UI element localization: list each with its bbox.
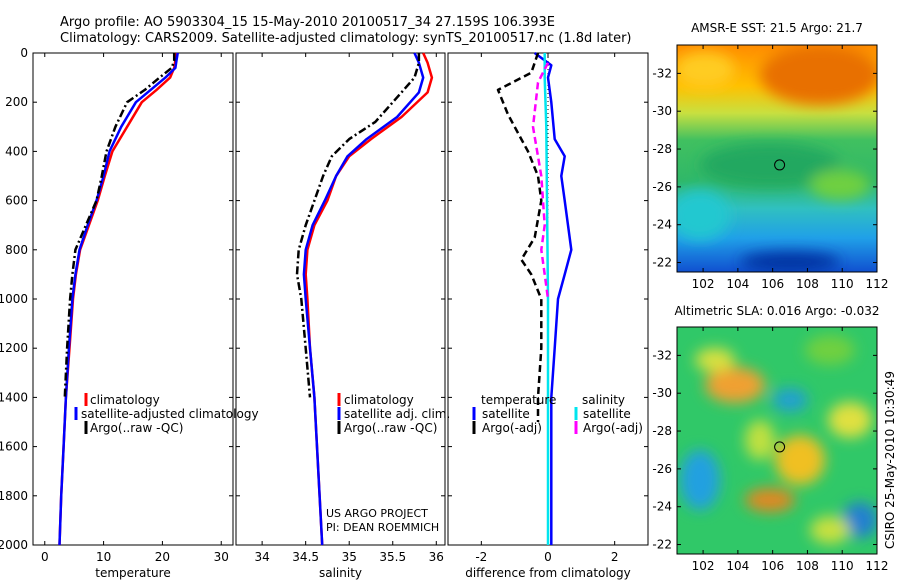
salinity-panel: 34 34.5 35 35.5 36 salinity — [235, 52, 446, 580]
y-tick-label: -22 — [652, 256, 672, 270]
x-tick-label: 108 — [796, 559, 819, 573]
argo-location-marker — [774, 159, 786, 171]
legend-label-climatology: climatology — [344, 393, 414, 407]
y-tick-label: -24 — [652, 500, 672, 514]
x-tick-label: 104 — [726, 277, 749, 291]
y-tick-label: -26 — [652, 180, 672, 194]
legend-label-argo: Argo(..raw -QC) — [90, 421, 183, 435]
x-axis-label: difference from climatology — [465, 566, 631, 580]
plot-frame — [676, 326, 878, 555]
x-tick-label: 34.5 — [292, 550, 319, 564]
y-tick-label: -26 — [652, 462, 672, 476]
x-tick-label: 112 — [866, 559, 889, 573]
x-tick-label: 102 — [692, 559, 715, 573]
x-tick-label: 106 — [761, 559, 784, 573]
y-tick-label: -30 — [652, 104, 672, 118]
series-line-satellite-adj-clim — [302, 52, 425, 546]
y-tick-label: -32 — [652, 66, 672, 80]
series-line-salinity-argo-adj — [531, 62, 550, 300]
x-tick-label: 36 — [429, 550, 444, 564]
x-axis-label: salinity — [319, 566, 362, 580]
y-tick-label: -22 — [652, 538, 672, 552]
temperature-panel: 0 10 20 30 0 200 400 600 800 1000 1200 1400 1600 1800… — [0, 46, 234, 580]
series-line-temperature-argo-adj — [496, 52, 543, 422]
x-tick-label: 0 — [41, 550, 49, 564]
sla-map-title: Altimetric SLA: 0.016 Argo: -0.032 — [674, 304, 879, 318]
y-tick-label: -24 — [652, 218, 672, 232]
sst-map — [677, 45, 877, 272]
y-tick-label: 0 — [20, 46, 28, 60]
credit-line1: US ARGO PROJECT — [326, 507, 428, 520]
credit-line2: PI: DEAN ROEMMICH — [326, 521, 439, 534]
legend-label-argo: Argo(..raw -QC) — [344, 421, 437, 435]
sst-map-frame: 102 104 106 108 110 112 -22 -24 -26 -28 -30 -32 — [652, 44, 889, 291]
x-tick-label: 110 — [831, 559, 854, 573]
y-tick-label: 1000 — [0, 292, 28, 306]
y-tick-label: 600 — [5, 194, 28, 208]
y-tick-label: 1600 — [0, 440, 28, 454]
x-tick-label: 104 — [726, 559, 749, 573]
salinity-legend: climatology satellite adj. clim. Argo(..… — [337, 393, 450, 435]
y-tick-label: -28 — [652, 142, 672, 156]
x-tick-label: 10 — [96, 550, 111, 564]
x-axis-label: temperature — [95, 566, 170, 580]
x-tick-label: 110 — [831, 277, 854, 291]
series-line-salinity-satellite — [543, 53, 550, 545]
legend-label-temp-argo: Argo(-adj) — [482, 421, 542, 435]
sla-map — [677, 327, 877, 554]
legend-label-satellite: satellite-adjusted climatology — [81, 407, 259, 421]
plot-frame — [235, 52, 446, 546]
y-tick-label: 200 — [5, 95, 28, 109]
series-line-argo-raw-qc — [295, 53, 421, 398]
legend-label-sal-argo: Argo(-adj) — [583, 421, 643, 435]
sst-map-title: AMSR-E SST: 21.5 Argo: 21.7 — [691, 21, 863, 35]
series-line-argo-raw-qc — [63, 53, 176, 398]
x-tick-label: 0 — [544, 550, 552, 564]
x-tick-label: 112 — [866, 277, 889, 291]
legend-label-satellite: satellite adj. clim. — [344, 407, 450, 421]
legend-label-sal-satellite: satellite — [583, 407, 631, 421]
plot-frame — [676, 44, 878, 273]
legend-title-salinity: salinity — [582, 393, 625, 407]
legend-title-temperature: temperature — [481, 393, 556, 407]
legend-label-climatology: climatology — [90, 393, 160, 407]
x-tick-label: 20 — [155, 550, 170, 564]
figure-title-line2: Climatology: CARS2009. Satellite-adjuste… — [60, 31, 632, 46]
y-tick-label: 1400 — [0, 390, 28, 404]
sla-map-frame: 102 104 106 108 110 112 -22 -24 -26 -28 -30 -32 — [652, 326, 889, 573]
y-tick-label: 1200 — [0, 341, 28, 355]
y-tick-label: 2000 — [0, 538, 28, 552]
x-tick-label: 35.5 — [379, 550, 406, 564]
series-line-climatology — [58, 52, 178, 546]
figure-title-line1: Argo profile: AO 5903304_15 15-May-2010 … — [60, 15, 555, 30]
y-tick-label: 400 — [5, 144, 28, 158]
x-tick-label: 106 — [761, 277, 784, 291]
argo-location-marker — [774, 441, 786, 453]
x-tick-label: 35 — [342, 550, 357, 564]
x-tick-label: 2 — [611, 550, 619, 564]
y-tick-label: -32 — [652, 348, 672, 362]
side-timestamp: CSIRO 25-May-2010 10:30:49 — [883, 371, 897, 549]
y-tick-label: 800 — [5, 243, 28, 257]
x-tick-label: -2 — [475, 550, 487, 564]
x-tick-label: 102 — [692, 277, 715, 291]
y-tick-label: -30 — [652, 386, 672, 400]
series-line-satellite-adjusted-climatology — [58, 52, 179, 546]
y-tick-label: 1800 — [0, 489, 28, 503]
x-tick-label: 108 — [796, 277, 819, 291]
series-line-temperature-satellite — [533, 51, 573, 545]
difference-legend: temperature salinity satellite Argo(-adj… — [472, 393, 643, 435]
temperature-legend: climatology satellite-adjusted climatolo… — [74, 393, 259, 435]
x-tick-label: 34 — [254, 550, 269, 564]
legend-label-temp-satellite: satellite — [482, 407, 530, 421]
difference-panel: -2 0 2 difference from climatology — [447, 51, 649, 580]
y-tick-label: -28 — [652, 424, 672, 438]
x-tick-label: 30 — [214, 550, 229, 564]
